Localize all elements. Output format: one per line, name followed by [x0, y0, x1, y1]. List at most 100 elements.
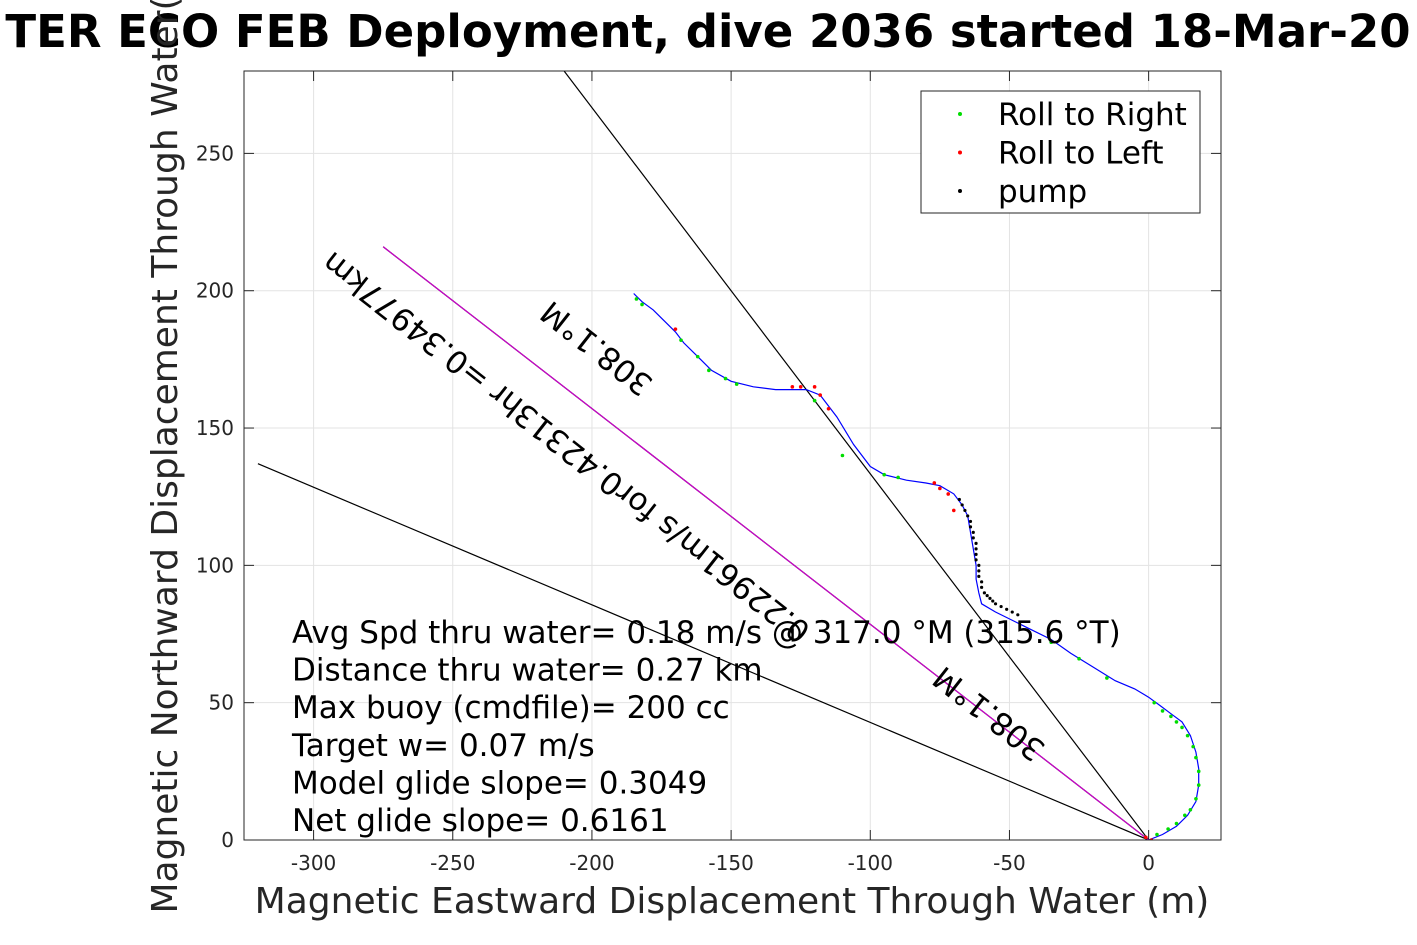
roll-left-point: [818, 393, 822, 397]
pump-point: [957, 497, 961, 502]
reference-line: [257, 463, 1149, 840]
roll-right-point: [1105, 676, 1109, 680]
roll-left-point: [673, 327, 678, 331]
pump-point: [977, 574, 981, 578]
roll-right-point: [1174, 821, 1179, 826]
pump-point: [971, 530, 975, 535]
x-tick-label: -250: [430, 851, 475, 875]
pump-point: [988, 596, 992, 600]
y-tick-label: 150: [196, 416, 234, 440]
glider-track-line: [633, 293, 1200, 840]
pump-point: [968, 519, 973, 524]
legend-entry: pump: [998, 174, 1087, 210]
x-axis-label: Magnetic Eastward Displacement Through W…: [255, 881, 1210, 922]
roll-left-point: [946, 492, 951, 496]
plot-series: [257, 71, 1201, 840]
x-tick-label: -200: [569, 851, 614, 875]
y-tick-label: 200: [196, 279, 234, 303]
roll-right-point: [723, 376, 728, 381]
pump-point: [968, 525, 973, 529]
roll-left-point: [798, 385, 803, 389]
x-tick-label: -300: [291, 851, 336, 875]
stat-line: Distance thru water= 0.27 km: [292, 653, 763, 689]
y-tick-label: 250: [196, 141, 234, 165]
pump-point: [966, 514, 970, 518]
dive-statistics: Avg Spd thru water= 0.18 m/s @ 317.0 °M …: [291, 615, 1121, 839]
pump-point: [974, 558, 978, 562]
pump-point: [963, 508, 967, 513]
roll-right-point: [1183, 813, 1187, 818]
roll-right-point: [634, 297, 639, 301]
pump-point: [993, 602, 998, 606]
roll-right-point: [1180, 725, 1184, 730]
pump-point: [985, 593, 989, 598]
pump-point: [1010, 610, 1014, 614]
roll-right-point: [1185, 733, 1190, 738]
legend-marker: [958, 112, 962, 116]
roll-right-point: [1160, 709, 1165, 713]
roll-right-point: [896, 475, 900, 480]
stat-line: Net glide slope= 0.6161: [292, 803, 669, 839]
y-tick-label: 50: [209, 691, 234, 715]
pump-point: [991, 599, 995, 603]
x-tick-label: -50: [993, 851, 1026, 875]
stat-line: Model glide slope= 0.3049: [292, 765, 707, 801]
chart-title: TER ECO FEB Deployment, dive 2036 starte…: [5, 5, 1410, 58]
roll-right-point: [882, 472, 886, 477]
x-tick-label: 0: [1142, 851, 1155, 875]
pump-point: [977, 569, 981, 573]
roll-right-point: [679, 338, 683, 342]
legend-entry: Roll to Right: [998, 97, 1187, 133]
pump-point: [980, 580, 984, 584]
axes-frame: [243, 70, 1222, 841]
roll-right-point: [840, 453, 845, 458]
roll-right-point: [1194, 755, 1198, 760]
roll-left-point: [938, 486, 942, 491]
roll-right-point: [1152, 700, 1156, 705]
roll-left-point: [1144, 835, 1148, 840]
stat-line: Target w= 0.07 m/s: [291, 728, 595, 764]
pump-point: [982, 591, 987, 595]
roll-right-point: [1196, 769, 1201, 774]
roll-right-point: [695, 354, 700, 359]
legend-box: [920, 90, 1201, 214]
legend-marker: [958, 189, 962, 193]
pump-point: [999, 604, 1003, 609]
stat-line: Max buoy (cmdfile)= 200 cc: [292, 690, 730, 726]
y-tick-label: 100: [196, 553, 234, 577]
roll-right-point: [707, 368, 711, 373]
reference-line: [382, 246, 1149, 840]
roll-right-point: [1166, 827, 1170, 831]
pump-point: [1016, 613, 1020, 617]
roll-right-point: [734, 382, 739, 386]
roll-right-point: [640, 302, 644, 307]
legend-entry: Roll to Left: [998, 136, 1164, 172]
y-axis-label: Magnetic Northward Displacement Through …: [145, 0, 186, 914]
y-tick-label: 0: [221, 828, 234, 852]
roll-right-point: [1196, 783, 1201, 787]
tick-labels: -300 -250 -200 -150 -100 -50 0 0 50 100 150 200 250: [196, 71, 1221, 875]
pump-point: [980, 585, 984, 589]
roll-right-point: [1191, 744, 1195, 749]
roll-left-point: [932, 481, 937, 485]
roll-right-point: [1049, 640, 1054, 645]
roll-right-point: [1194, 797, 1198, 801]
x-tick-label: -150: [708, 851, 753, 875]
pump-point: [971, 536, 975, 540]
roll-right-point: [1077, 656, 1081, 661]
roll-right-point: [1188, 807, 1193, 812]
pump-point: [974, 541, 978, 545]
roll-left-point: [826, 407, 831, 411]
pump-point: [977, 563, 981, 567]
legend-marker: [958, 150, 962, 155]
roll-right-point: [1169, 714, 1173, 719]
reference-line: [563, 71, 1150, 840]
pump-point: [974, 552, 978, 556]
pump-point: [1005, 607, 1009, 611]
x-tick-label: -100: [848, 851, 893, 875]
roll-right-point: [1155, 832, 1159, 837]
roll-right-point: [1174, 720, 1179, 724]
roll-right-point: [812, 398, 817, 403]
